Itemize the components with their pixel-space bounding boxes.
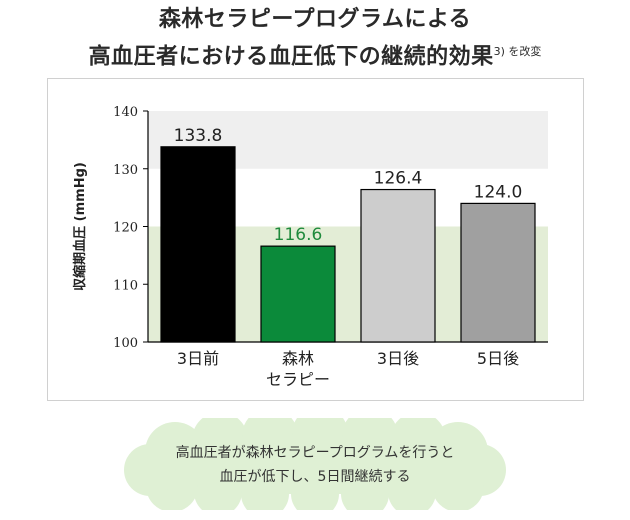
y-tick-label-120: 120	[113, 221, 138, 236]
data-label-1: 116.6	[274, 225, 323, 245]
category-label-1-line-0: 森林	[282, 349, 314, 368]
chart-title-line-1: 森林セラピープログラムによる	[158, 7, 472, 32]
chart-panel: 100 110 120 130 140 収縮期血圧 (mmHg) 133.8 3日前 116.6…	[47, 78, 584, 401]
callout-line-2: 血圧が低下し、5日間継続する	[219, 469, 411, 485]
bar-1	[260, 245, 336, 343]
cloud-bubble-9	[388, 468, 436, 510]
data-label-3: 124.0	[474, 182, 523, 202]
category-label-3: 5日後	[477, 349, 519, 368]
cloud-bubbles	[124, 418, 506, 510]
cloud-bubble-15	[124, 444, 176, 496]
cloud-bubble-11	[291, 470, 339, 510]
y-tick-label-140: 140	[113, 105, 138, 120]
cloud-bubble-13	[194, 468, 242, 510]
cloud-bubble-4	[342, 418, 398, 464]
cloud-bubble-10	[341, 470, 389, 510]
cloud-bubble-12	[241, 470, 289, 510]
summary-callout: 高血圧者が森林セラピープログラムを行うと 血圧が低下し、5日間継続する	[120, 418, 510, 510]
chart-title-line-2: 高血圧者における血圧低下の継続的効果3) を改変	[0, 38, 630, 71]
cloud-bubble-2	[242, 418, 298, 464]
bar-0	[160, 146, 236, 343]
bar-chart: 100 110 120 130 140 収縮期血圧 (mmHg) 133.8 3日前 116.6…	[72, 105, 548, 389]
chart-title-line-2-text: 高血圧者における血圧低下の継続的効果	[88, 44, 494, 70]
category-label-0: 3日前	[177, 349, 219, 368]
data-label-2: 126.4	[374, 169, 423, 189]
y-tick-label-100: 100	[113, 336, 138, 351]
y-tick-label-130: 130	[113, 163, 138, 178]
y-axis-label: 収縮期血圧 (mmHg)	[72, 162, 88, 291]
category-label-1-line-1: セラピー	[266, 370, 330, 389]
bar-2	[360, 188, 436, 343]
y-tick-label-110: 110	[113, 278, 138, 293]
data-label-0: 133.8	[174, 126, 223, 146]
cloud-bubble-8	[432, 460, 484, 510]
cloud-bubble-1	[192, 418, 248, 468]
category-label-2: 3日後	[377, 349, 419, 368]
cloud-shape	[124, 418, 506, 510]
bar-3	[460, 202, 536, 343]
citation-note: 3) を改変	[493, 45, 542, 58]
callout-line-1: 高血圧者が森林セラピープログラムを行うと	[175, 445, 455, 461]
cloud-bubble-3	[292, 418, 348, 462]
